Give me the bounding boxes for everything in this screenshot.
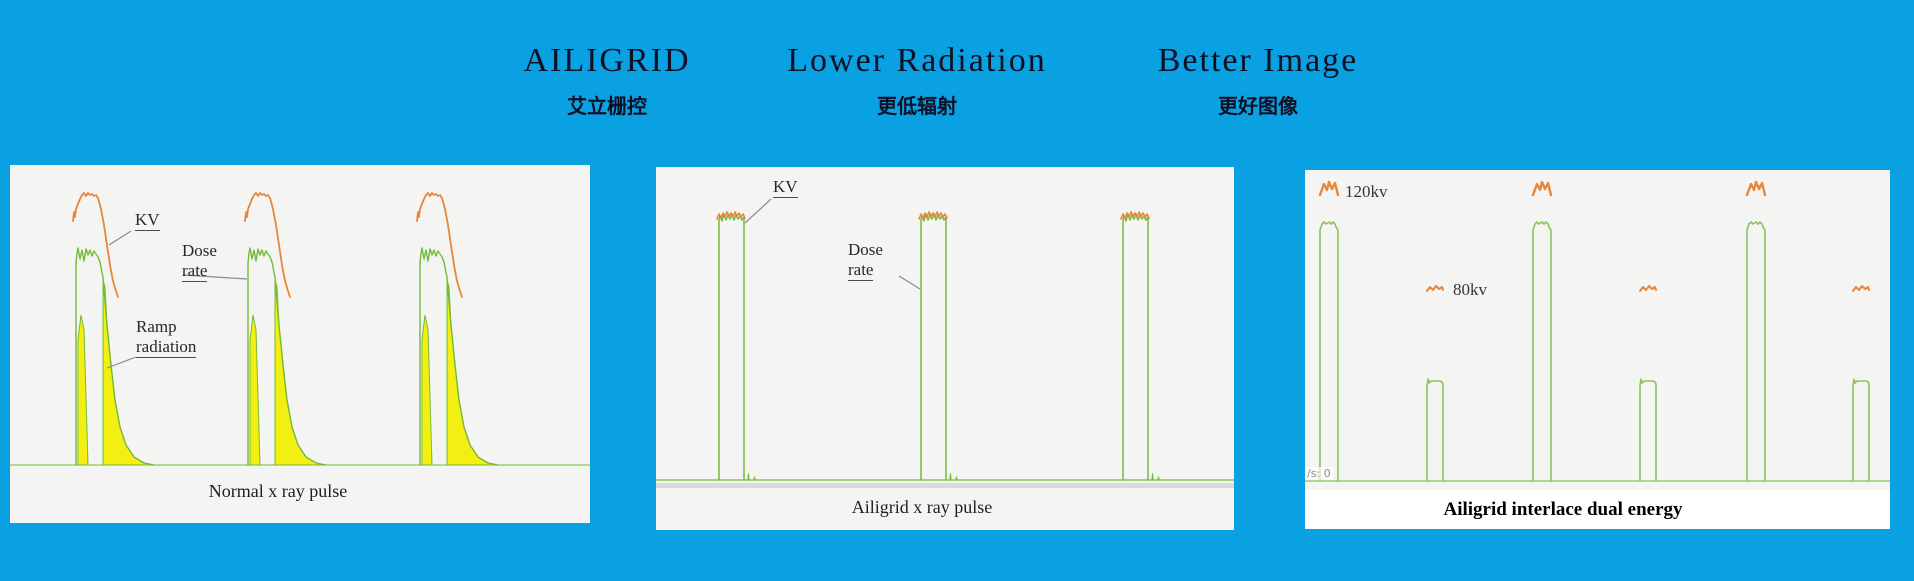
ailigrid-pulse-waveform-svg bbox=[656, 198, 1234, 481]
baseline-band bbox=[656, 483, 1234, 488]
baseline-blip bbox=[949, 473, 952, 481]
kv-marker-80 bbox=[1426, 285, 1444, 292]
kv-marker-80 bbox=[1852, 285, 1870, 292]
title-better-image-zh: 更好图像 bbox=[1218, 94, 1298, 118]
dose-rate-pulse bbox=[1122, 213, 1149, 481]
dose-rate-label-line2: rate bbox=[848, 259, 874, 281]
dose-rate-curve bbox=[75, 247, 155, 466]
pulse-120kv bbox=[1746, 221, 1766, 482]
kv-curve bbox=[72, 192, 119, 298]
panel-caption: Ailigrid x ray pulse bbox=[851, 497, 993, 517]
dose-rate-label: Dose rate bbox=[848, 240, 883, 281]
ramp-radiation-rise-area bbox=[421, 314, 433, 466]
label-120kv: 120kv bbox=[1345, 182, 1388, 201]
title-lower-radiation-en: Lower Radiation bbox=[787, 42, 1047, 79]
scale-readout: /s: 0 bbox=[1305, 467, 1333, 480]
ramp-radiation-label-line2: radiation bbox=[136, 336, 197, 358]
dose-rate-label-line1: Dose bbox=[182, 241, 217, 260]
title-ailigrid: AILIGRID 艾立栅控 bbox=[523, 42, 690, 119]
panel-ailigrid-x-ray-pulse: KV Dose rate Ailigrid x ray pulse bbox=[656, 167, 1234, 530]
kv-marker-80 bbox=[1639, 285, 1657, 292]
title-lower-radiation-zh: 更低辐射 bbox=[877, 94, 957, 118]
kv-leader-line bbox=[108, 230, 132, 246]
pulse-80kv bbox=[1639, 378, 1657, 482]
dose-rate-curve bbox=[247, 247, 327, 466]
baseline-blip bbox=[1157, 476, 1160, 481]
kv-cap-trace bbox=[716, 211, 746, 220]
ramp-radiation-fall-area bbox=[446, 279, 499, 466]
dose-rate-label-line2: rate bbox=[182, 260, 208, 282]
kv-curve bbox=[244, 192, 291, 298]
dose-rate-label-line1: Dose bbox=[848, 240, 883, 259]
kv-marker-120 bbox=[1318, 180, 1340, 197]
panel-normal-x-ray-pulse: KV Dose rate Ramp radiation Normal x ray… bbox=[10, 165, 590, 523]
ramp-radiation-fall-area bbox=[274, 279, 327, 466]
ramp-radiation-rise-area bbox=[77, 314, 89, 466]
ramp-radiation-fall-area bbox=[102, 279, 155, 466]
pulse-80kv bbox=[1426, 378, 1444, 482]
kv-curve bbox=[416, 192, 463, 298]
kv-marker-120 bbox=[1531, 180, 1553, 197]
kv-marker-120 bbox=[1745, 180, 1767, 197]
kv-label-text: KV bbox=[773, 177, 798, 198]
ramp-radiation-leader-line bbox=[106, 356, 137, 369]
caption-band bbox=[1305, 490, 1890, 529]
ramp-radiation-label-line1: Ramp bbox=[136, 317, 177, 336]
title-better-image-en: Better Image bbox=[1157, 42, 1359, 79]
kv-label-text: KV bbox=[135, 210, 160, 231]
pulse-120kv bbox=[1532, 221, 1552, 482]
dose-rate-label: Dose rate bbox=[182, 241, 217, 282]
normal-pulse-waveform-svg bbox=[10, 192, 590, 466]
dose-rate-leader-line bbox=[182, 274, 248, 280]
dose-rate-leader-line bbox=[898, 275, 921, 290]
panel-ailigrid-interlace-dual-energy: 120kv 80kv /s: 0 Ailigrid interlace dual… bbox=[1305, 170, 1890, 529]
title-better-image: Better Image 更好图像 bbox=[1158, 42, 1359, 119]
baseline-blip bbox=[747, 473, 750, 481]
kv-label: KV bbox=[135, 210, 160, 231]
ramp-radiation-rise-area bbox=[249, 314, 261, 466]
title-lower-radiation: Lower Radiation 更低辐射 bbox=[787, 42, 1046, 119]
pulse-120kv bbox=[1319, 221, 1339, 482]
panel-caption: Ailigrid interlace dual energy bbox=[1443, 499, 1683, 520]
title-ailigrid-en: AILIGRID bbox=[523, 42, 691, 79]
baseline-blip bbox=[1151, 473, 1154, 481]
dose-rate-curve bbox=[419, 247, 499, 466]
baseline-blip bbox=[753, 476, 756, 481]
dual-energy-waveform-svg bbox=[1305, 180, 1890, 482]
panel-caption: Normal x ray pulse bbox=[208, 481, 348, 501]
kv-label: KV bbox=[773, 177, 798, 198]
pulse-80kv bbox=[1852, 378, 1870, 482]
ramp-radiation-label: Ramp radiation bbox=[136, 317, 197, 358]
dose-rate-pulse bbox=[920, 213, 947, 481]
baseline-blip bbox=[955, 476, 958, 481]
kv-leader-line bbox=[744, 198, 772, 224]
kv-cap-trace bbox=[1120, 211, 1150, 220]
label-80kv: 80kv bbox=[1453, 280, 1487, 299]
dose-rate-pulse bbox=[718, 213, 745, 481]
title-ailigrid-zh: 艾立栅控 bbox=[566, 94, 647, 118]
kv-cap-trace bbox=[918, 211, 948, 220]
